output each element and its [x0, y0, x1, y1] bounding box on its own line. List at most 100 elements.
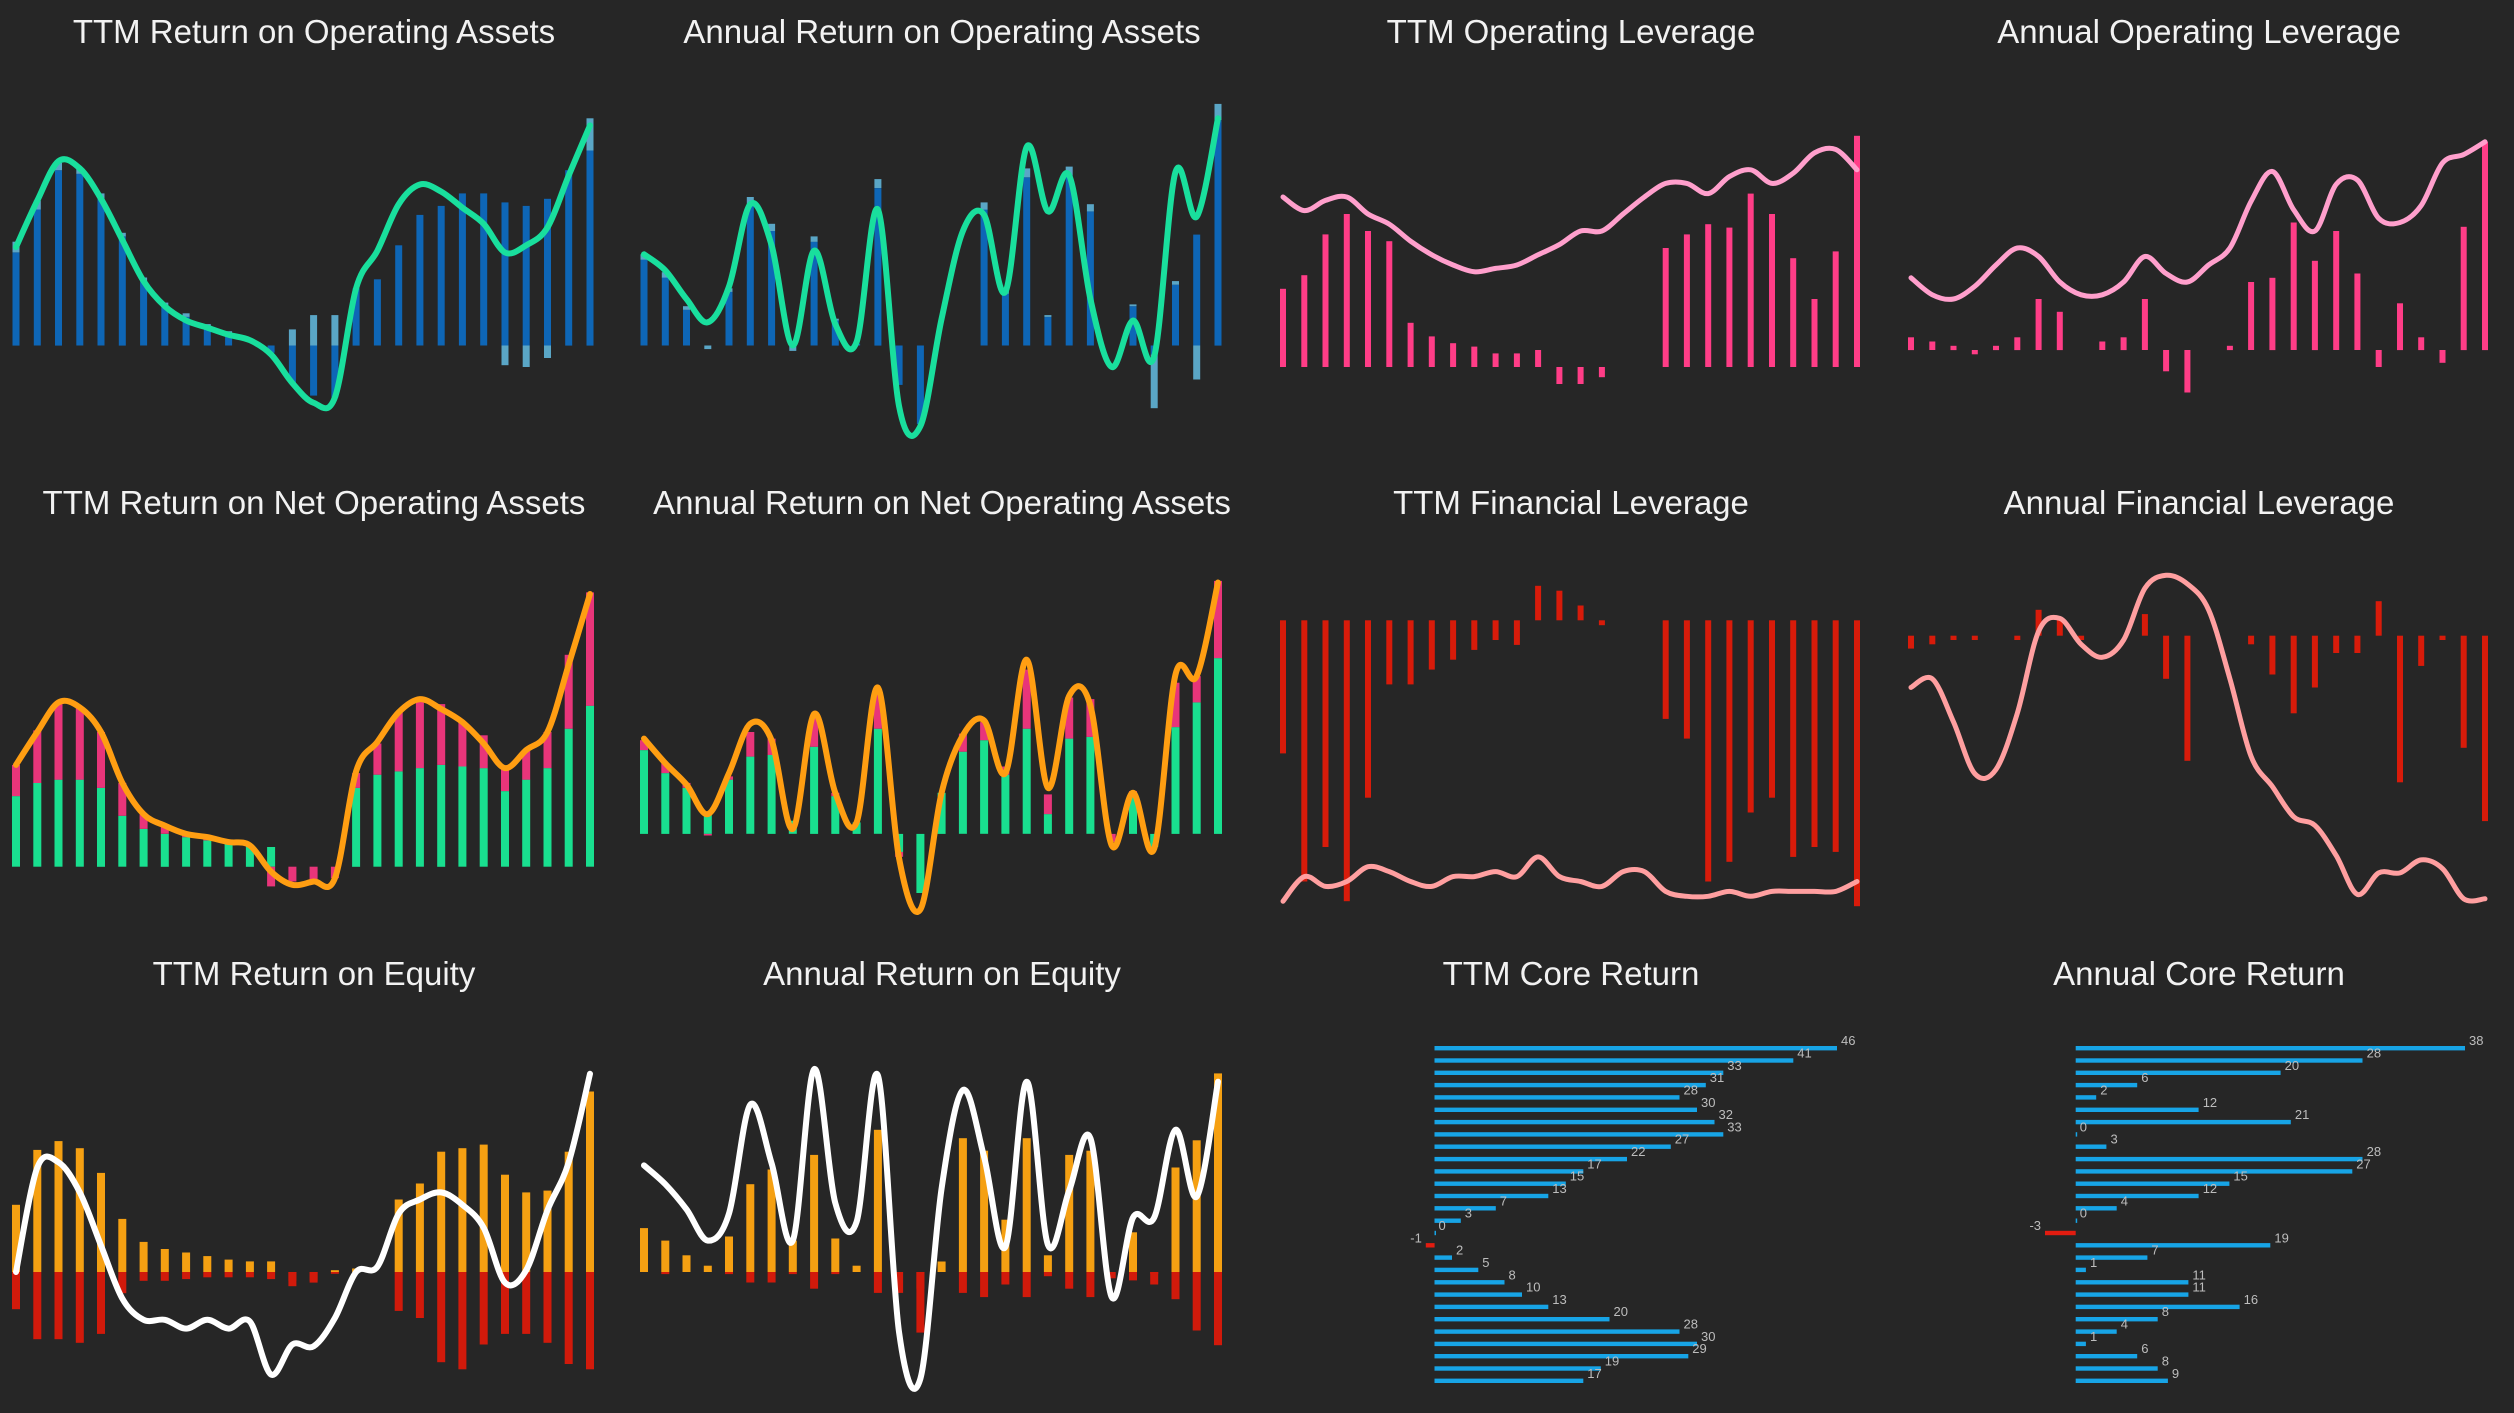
chart-panel: TTM Return on Equity — [0, 942, 628, 1413]
bar-positive — [54, 1141, 63, 1272]
bar-negative — [564, 1272, 573, 1364]
bar-primary — [916, 833, 925, 893]
bar-positive — [1192, 1140, 1201, 1272]
core-bar — [2075, 1058, 2363, 1063]
bar — [1790, 620, 1797, 857]
bar-primary — [479, 768, 488, 867]
bar-positive — [1214, 1073, 1222, 1272]
bar-negative — [1214, 1272, 1222, 1346]
bar-positive — [958, 1138, 967, 1272]
core-bar — [2075, 1193, 2199, 1199]
chart-panel: Annual Operating Leverage — [1885, 0, 2513, 471]
core-value-label: -1 — [1410, 1230, 1422, 1245]
core-bar — [2075, 1366, 2158, 1371]
bar-primary — [288, 345, 296, 384]
chart-panel: TTM Return on Net Operating Assets — [0, 471, 628, 942]
bar-positive — [160, 1249, 169, 1272]
bar-secondary — [1129, 304, 1137, 307]
bar-secondary — [704, 345, 712, 350]
bar — [2311, 260, 2318, 351]
bar-secondary — [746, 732, 755, 757]
core-bar — [1434, 1317, 1610, 1322]
bar — [1556, 590, 1563, 621]
core-value-label: 41 — [1797, 1046, 1811, 1061]
core-value-label: 33 — [1727, 1058, 1741, 1073]
core-value-label: 7 — [1500, 1193, 1507, 1208]
bar-primary — [1065, 175, 1073, 346]
core-bar — [1434, 1378, 1584, 1383]
bar — [1598, 620, 1605, 626]
bar-negative — [980, 1272, 989, 1298]
core-value-label: 46 — [1841, 1033, 1855, 1048]
series-line — [13, 591, 593, 890]
core-bar — [1434, 1070, 1724, 1075]
bar-negative — [810, 1272, 819, 1289]
core-value-label: 31 — [1710, 1070, 1724, 1085]
bar-secondary — [182, 313, 190, 317]
bar-primary — [746, 756, 755, 834]
bar-secondary — [683, 306, 690, 310]
bar-negative — [224, 1272, 233, 1278]
bar-negative — [501, 1272, 509, 1334]
core-value-label: 30 — [1701, 1329, 1715, 1344]
core-bar — [2075, 1046, 2465, 1051]
chart-plot — [12, 1070, 594, 1378]
bar — [1971, 635, 1978, 640]
bar-primary — [916, 345, 924, 425]
bar-primary — [160, 833, 169, 867]
bar-positive — [937, 1261, 946, 1272]
bar-negative — [788, 1272, 797, 1275]
core-value-label: 10 — [1526, 1280, 1540, 1295]
bar-primary — [980, 740, 989, 834]
core-value-label: 0 — [1439, 1218, 1446, 1233]
chart-panel: Annual Return on Net Operating Assets — [628, 471, 1256, 942]
core-value-label: 6 — [2141, 1341, 2148, 1356]
bar — [1811, 299, 1818, 367]
chart-plot: 46413331283032332722171513730-1258101320… — [1410, 1033, 1855, 1383]
bar — [1322, 234, 1329, 367]
bar — [1832, 620, 1839, 852]
bar — [1598, 367, 1605, 378]
bar — [1705, 224, 1712, 367]
bar — [1950, 345, 1957, 351]
bar-negative — [873, 1272, 882, 1293]
bar-secondary — [873, 689, 882, 729]
bar-negative — [118, 1272, 127, 1294]
bar-secondary — [1171, 682, 1180, 728]
bar-positive — [980, 1150, 989, 1272]
bar-secondary — [139, 814, 148, 829]
core-value-label: 9 — [2172, 1366, 2179, 1381]
core-bar — [2075, 1341, 2086, 1347]
bar-primary — [373, 774, 382, 867]
bar-negative — [1171, 1272, 1180, 1300]
bar — [2333, 231, 2340, 350]
bar-positive — [203, 1256, 212, 1272]
bar-primary — [416, 214, 424, 346]
bar — [1322, 620, 1329, 847]
bar-negative — [75, 1272, 84, 1343]
bar — [1365, 231, 1371, 367]
bar — [2120, 337, 2127, 351]
bar-negative — [661, 1272, 670, 1275]
bar-positive — [788, 1240, 797, 1272]
bar — [2226, 345, 2233, 351]
bar-primary — [75, 779, 84, 867]
core-value-label: 27 — [1675, 1132, 1689, 1147]
bar — [2248, 635, 2255, 645]
core-value-label: 3 — [2111, 1132, 2118, 1147]
bar — [1386, 241, 1393, 367]
bar-positive — [746, 1184, 755, 1272]
bar — [1908, 337, 1914, 351]
bar — [2269, 635, 2276, 675]
bar — [1280, 288, 1286, 367]
bar-secondary — [75, 707, 84, 780]
bar-negative — [1129, 1272, 1137, 1281]
chart-plot: 382820621221032827151240-319711111168416… — [2029, 1033, 2483, 1383]
bar-secondary — [501, 345, 509, 366]
bar-positive — [479, 1144, 488, 1272]
chart-title: TTM Return on Operating Assets — [72, 13, 556, 50]
bar-primary — [267, 345, 275, 353]
bar-negative — [160, 1272, 169, 1281]
bar — [2482, 635, 2488, 822]
core-value-label: 8 — [2162, 1354, 2169, 1369]
